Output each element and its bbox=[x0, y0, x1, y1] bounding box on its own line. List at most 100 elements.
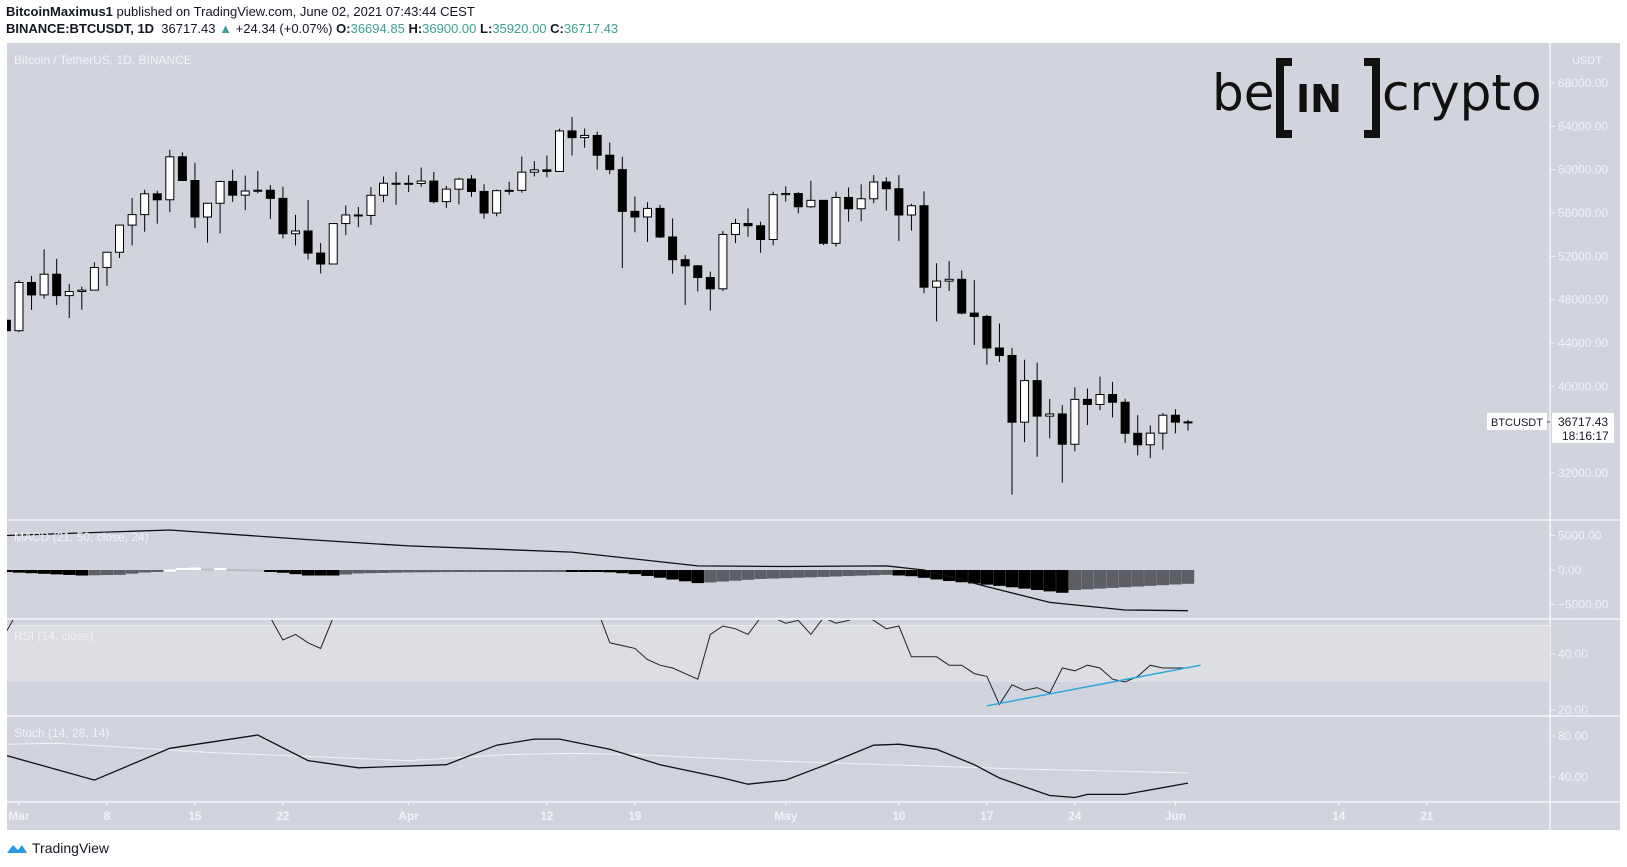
candle-body-down bbox=[844, 196, 854, 210]
candle-body-down bbox=[404, 182, 414, 185]
macd-histogram-bar bbox=[1018, 570, 1031, 589]
candle-body-down bbox=[994, 347, 1004, 356]
candle bbox=[278, 186, 288, 239]
currency-label: USDT bbox=[1572, 55, 1602, 67]
candle bbox=[906, 203, 916, 231]
candle bbox=[379, 176, 388, 203]
macd-histogram-bar bbox=[25, 570, 38, 574]
candle-body-down bbox=[27, 281, 37, 296]
macd-histogram-bar bbox=[515, 570, 528, 572]
candle-body-down bbox=[303, 230, 313, 254]
candle-body-up bbox=[253, 189, 263, 192]
candle bbox=[416, 167, 426, 187]
candle bbox=[881, 177, 891, 211]
author[interactable]: BitcoinMaximus1 bbox=[6, 4, 113, 19]
candle bbox=[14, 280, 24, 333]
macd-histogram-bar bbox=[540, 570, 554, 572]
candle bbox=[492, 189, 502, 217]
candle bbox=[1170, 409, 1180, 434]
candle-body-down bbox=[479, 190, 489, 214]
macd-histogram-bar bbox=[590, 570, 604, 572]
macd-histogram-bar bbox=[779, 570, 792, 579]
candle-body-down bbox=[680, 259, 690, 267]
candle-body-up bbox=[240, 190, 250, 196]
candle bbox=[668, 218, 678, 274]
candle bbox=[240, 175, 250, 211]
candle-body-up bbox=[831, 196, 841, 244]
stoch-tick-label: 40.00 bbox=[1558, 770, 1588, 784]
candle-body-down bbox=[705, 276, 715, 290]
candle bbox=[894, 175, 904, 242]
candle-body-down bbox=[982, 315, 992, 349]
beincrypto-logo: be IN crypto bbox=[1212, 58, 1542, 138]
candle-body-down bbox=[353, 214, 363, 217]
macd-histogram-bar bbox=[691, 570, 704, 584]
macd-histogram-bar bbox=[452, 570, 466, 572]
macd-histogram-bar bbox=[188, 567, 202, 570]
candle-body-down bbox=[1120, 401, 1130, 434]
price-tick-label: 40000.00 bbox=[1558, 379, 1608, 393]
last-price: 36717.43 bbox=[161, 21, 216, 36]
candle-body-up bbox=[869, 181, 879, 200]
candle bbox=[177, 152, 187, 181]
macd-histogram-bar bbox=[427, 570, 440, 573]
candle bbox=[580, 128, 590, 148]
candle bbox=[756, 221, 766, 253]
candle-body-up bbox=[1095, 394, 1105, 405]
candle bbox=[869, 175, 879, 204]
macd-line bbox=[7, 529, 1189, 612]
stoch-plot bbox=[7, 734, 1189, 799]
candle bbox=[115, 224, 125, 258]
candle bbox=[1108, 381, 1118, 418]
candle-body-up bbox=[906, 205, 916, 216]
candle bbox=[341, 205, 351, 236]
symbol: BINANCE:BTCUSDT, 1D bbox=[6, 21, 155, 36]
macd-histogram-bar bbox=[415, 570, 428, 573]
macd-histogram-bar bbox=[716, 570, 730, 582]
macd-histogram-bar bbox=[1056, 570, 1069, 593]
candle-body-up bbox=[416, 180, 426, 185]
macd-histogram-bar bbox=[1181, 570, 1195, 584]
macd-histogram-bar bbox=[490, 570, 503, 572]
macd-tick-label: 0.00 bbox=[1558, 563, 1582, 577]
macd-histogram-bar bbox=[867, 570, 880, 576]
candle-body-up bbox=[1070, 398, 1080, 445]
candle bbox=[441, 185, 451, 208]
candle-body-down bbox=[1133, 432, 1143, 446]
macd-histogram-bar bbox=[226, 568, 239, 571]
candle bbox=[64, 283, 74, 319]
candle-body-down bbox=[429, 180, 439, 203]
macd-histogram-bar bbox=[7, 570, 13, 573]
candle-body-up bbox=[1158, 414, 1168, 434]
candle-body-down bbox=[743, 222, 753, 227]
macd-histogram-bar bbox=[817, 570, 830, 577]
candle bbox=[404, 175, 414, 193]
chart-background bbox=[7, 43, 1620, 830]
published-text: published on TradingView.com, June 02, 2… bbox=[116, 4, 475, 19]
candle bbox=[429, 171, 439, 204]
macd-histogram-bar bbox=[678, 570, 692, 582]
macd-histogram-bar bbox=[113, 570, 126, 575]
macd-histogram-bar bbox=[352, 570, 365, 574]
macd-histogram-bar bbox=[301, 570, 315, 576]
candle-body-down bbox=[190, 180, 200, 218]
candle bbox=[944, 261, 954, 291]
candle bbox=[1007, 347, 1017, 495]
candle bbox=[680, 254, 690, 306]
candle bbox=[127, 197, 137, 246]
macd-histogram-bar bbox=[792, 570, 805, 578]
candle bbox=[994, 323, 1004, 362]
candle-body-up bbox=[77, 289, 87, 293]
price-tick-label: 56000.00 bbox=[1558, 206, 1608, 220]
candle bbox=[1120, 398, 1130, 443]
time-tick-label: 8 bbox=[104, 809, 111, 823]
macd-histogram-bar bbox=[880, 570, 893, 575]
macd-histogram-bar bbox=[63, 570, 76, 575]
time-tick-label: 10 bbox=[892, 809, 906, 823]
candle-body-down bbox=[265, 189, 275, 199]
candle bbox=[1032, 362, 1042, 457]
rsi-tick-label: 20.00 bbox=[1558, 703, 1588, 717]
macd-histogram-bar bbox=[339, 570, 352, 575]
macd-histogram-bar bbox=[138, 570, 151, 573]
